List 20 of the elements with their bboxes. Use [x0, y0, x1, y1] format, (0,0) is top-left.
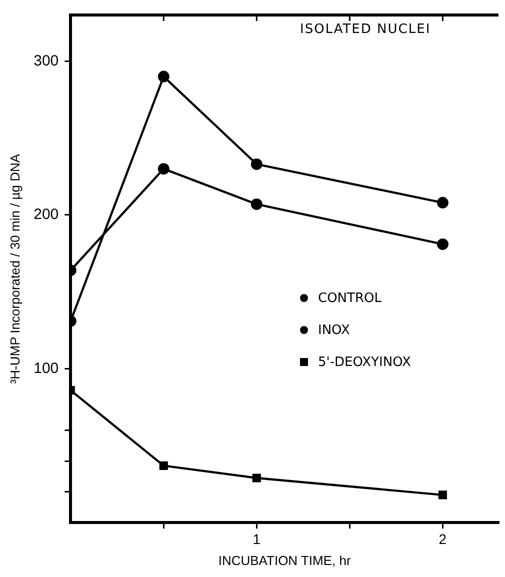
x-tick-label: 2: [438, 530, 447, 547]
y-axis-title: ³H-UMP Incorporated / 30 min / µg DNA: [7, 154, 22, 384]
y-tick-label: 200: [34, 206, 59, 224]
text: ISOLATED NUCLEI: [300, 22, 431, 37]
point: [252, 474, 261, 482]
point: [159, 461, 168, 470]
y-tick-label: 300: [34, 52, 59, 70]
legend-label: 5'-DEOXYINOX: [318, 354, 411, 370]
point: [250, 198, 262, 210]
x-tick-label: 1: [252, 530, 261, 547]
point: [250, 158, 262, 170]
point: [436, 238, 448, 250]
y-tick-label: 100: [34, 360, 59, 377]
legend-label: INOX: [318, 322, 350, 338]
point: [158, 163, 170, 175]
x-axis-title: INCUBATION TIME, hr: [218, 552, 352, 568]
point: [436, 196, 448, 208]
point: [438, 490, 447, 500]
point: [158, 70, 170, 82]
legend-label: CONTROL: [318, 290, 382, 306]
